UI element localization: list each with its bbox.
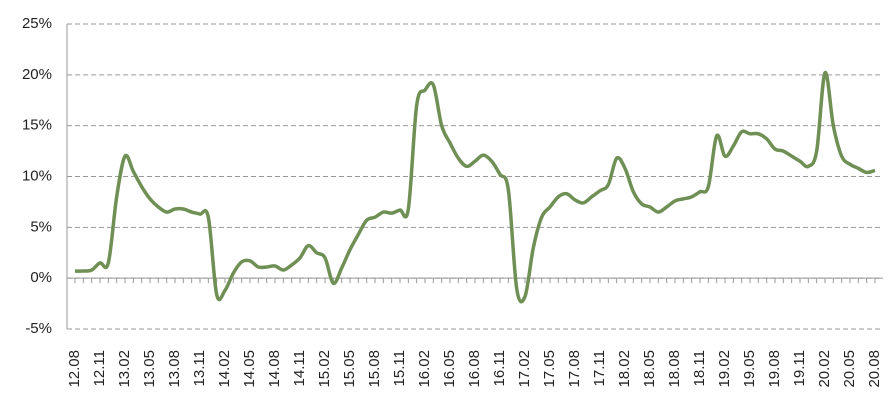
x-tick-label: 14.05 <box>241 350 258 388</box>
x-tick-label: 15.05 <box>341 350 358 388</box>
x-tick-label: 16.05 <box>441 350 458 388</box>
x-tick-label: 13.02 <box>116 350 133 388</box>
x-tick-label: 16.11 <box>491 350 508 386</box>
x-tick-label: 12.08 <box>66 350 83 388</box>
x-tick-label: 12.11 <box>91 350 108 386</box>
x-tick-label: 19.08 <box>766 350 783 388</box>
x-tick-label: 13.08 <box>166 350 183 388</box>
y-tick-label: -5% <box>25 320 52 337</box>
x-tick-label: 14.02 <box>216 350 233 388</box>
y-tick-label: 10% <box>22 167 52 184</box>
x-tick-label: 18.05 <box>641 350 658 388</box>
y-tick-label: 5% <box>30 218 52 235</box>
x-tick-label: 18.08 <box>666 350 683 388</box>
x-tick-label: 17.05 <box>541 350 558 388</box>
x-tick-label: 16.02 <box>416 350 433 388</box>
y-tick-label: 0% <box>30 269 52 286</box>
x-tick-label: 15.08 <box>366 350 383 388</box>
x-tick-label: 20.02 <box>816 350 833 388</box>
x-tick-label: 14.11 <box>291 350 308 386</box>
x-tick-label: 20.08 <box>866 350 883 388</box>
x-tick-label: 19.02 <box>716 350 733 388</box>
x-tick-label: 18.11 <box>691 350 708 386</box>
x-tick-label: 14.08 <box>266 350 283 388</box>
x-tick-label: 15.02 <box>316 350 333 388</box>
series-line <box>74 71 876 304</box>
x-tick-label: 17.08 <box>566 350 583 388</box>
y-tick-label: 20% <box>22 66 52 83</box>
x-tick-label: 13.05 <box>141 350 158 388</box>
x-tick-label: 20.05 <box>841 350 858 388</box>
x-tick-label: 18.02 <box>616 350 633 388</box>
x-tick-label: 16.08 <box>466 350 483 388</box>
x-tick-label: 17.11 <box>591 350 608 386</box>
x-tick-label: 15.11 <box>391 350 408 386</box>
x-tick-label: 13.11 <box>191 350 208 386</box>
x-tick-label: 19.05 <box>741 350 758 388</box>
y-tick-label: 25% <box>22 15 52 32</box>
y-tick-label: 15% <box>22 117 52 134</box>
x-tick-label: 19.11 <box>791 350 808 386</box>
x-tick-label: 17.02 <box>516 350 533 388</box>
